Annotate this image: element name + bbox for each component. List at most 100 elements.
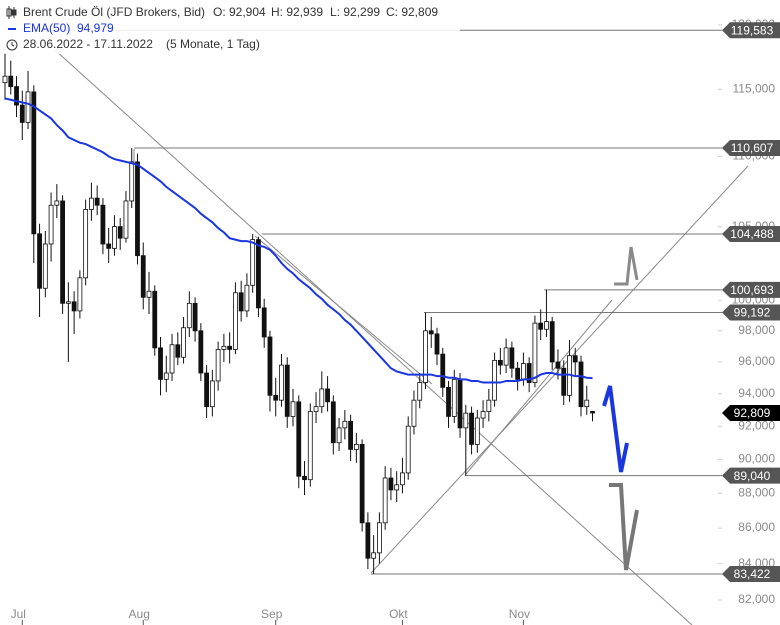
- candle-body: [158, 347, 163, 380]
- candle-body: [14, 86, 19, 106]
- candle-body: [544, 321, 549, 330]
- candle-body: [31, 91, 37, 235]
- date-range: 28.06.2022 - 17.11.2022: [23, 37, 153, 51]
- candle-body: [290, 401, 296, 417]
- candle-body: [169, 344, 175, 374]
- level-box: [722, 281, 780, 298]
- candle-body: [267, 336, 273, 396]
- candle-body: [371, 552, 377, 559]
- arrow-gray: [609, 483, 639, 571]
- level-box: [722, 566, 780, 583]
- ohlc-close: C: 92,809: [386, 5, 438, 19]
- candle-body: [186, 302, 192, 329]
- candle-body: [526, 363, 532, 383]
- level-label: 89,040: [734, 469, 771, 483]
- level-label: 104,488: [730, 227, 774, 241]
- candle-body: [279, 364, 284, 401]
- candle-body: [469, 412, 474, 445]
- candle-body: [256, 239, 261, 309]
- candle-body: [227, 345, 233, 350]
- candle-body: [238, 292, 244, 312]
- legend-ema-value: 94,979: [77, 21, 114, 35]
- last-price-label: 92,809: [734, 406, 771, 420]
- candle-body: [451, 378, 457, 417]
- candle-body: [376, 522, 382, 554]
- candle-body: [572, 355, 578, 363]
- ohlc-low: L: 92,299: [330, 5, 380, 19]
- candle-body: [215, 349, 221, 382]
- candle-body: [492, 359, 498, 401]
- candle-body: [313, 406, 319, 412]
- candle-body: [411, 399, 417, 427]
- y-tick-label: 86,000: [738, 520, 775, 534]
- x-tick-label: Nov: [509, 607, 530, 621]
- candle-body: [388, 477, 394, 491]
- candle-body: [486, 399, 492, 412]
- x-tick-label: Aug: [129, 607, 150, 621]
- candle-body: [549, 321, 555, 363]
- candle-body: [123, 200, 129, 239]
- candle-body: [342, 420, 348, 429]
- y-tick-label: 98,000: [738, 323, 775, 337]
- candle-body: [250, 239, 256, 286]
- candle-body: [561, 367, 567, 396]
- ohlc-open: O: 92,904: [213, 5, 266, 19]
- candle-body: [8, 75, 14, 88]
- candle-body: [330, 401, 336, 444]
- candle-body: [181, 327, 186, 358]
- x-tick-label: Jul: [11, 607, 26, 621]
- candle-body: [198, 330, 204, 374]
- candle-body: [348, 420, 354, 450]
- level-box: [722, 140, 780, 157]
- candle-body: [2, 75, 8, 84]
- y-tick-label: 94,000: [738, 386, 775, 400]
- candle-body: [480, 411, 486, 419]
- candle-body: [175, 344, 181, 358]
- candle-body: [244, 284, 250, 312]
- y-tick-label: 96,000: [738, 354, 775, 368]
- candle-body: [89, 197, 94, 210]
- candle-body: [457, 378, 463, 429]
- header: Brent Crude Öl (JFD Brokers, Bid) O: 92,…: [0, 0, 460, 54]
- candle-body: [284, 364, 290, 417]
- y-tick-label: 90,000: [738, 452, 775, 466]
- candle-body: [497, 359, 503, 366]
- clock-icon: [6, 39, 18, 51]
- x-tick-label: Okt: [389, 607, 408, 621]
- candle-body: [532, 322, 538, 383]
- candle-body: [112, 226, 117, 249]
- candle-body: [382, 477, 388, 524]
- ema-line: [4, 97, 593, 384]
- candle-body: [590, 411, 595, 414]
- candle-body: [209, 380, 215, 408]
- candle-body: [353, 443, 359, 450]
- last-price-box: [722, 405, 780, 422]
- candle-body: [463, 412, 469, 429]
- candle-body: [77, 277, 83, 312]
- candle-body: [221, 345, 227, 350]
- candle-body: [54, 200, 60, 206]
- candle-body: [65, 301, 71, 304]
- candle-body: [273, 394, 279, 401]
- candle-body: [359, 443, 365, 524]
- candle-body: [152, 290, 158, 349]
- candle-body: [302, 475, 307, 481]
- candle-body: [434, 333, 440, 355]
- candle-body: [146, 290, 152, 298]
- candle-body: [440, 353, 446, 388]
- trend-line: [465, 299, 613, 475]
- x-tick-label: Sep: [261, 607, 283, 621]
- candle-body: [446, 386, 451, 417]
- y-tick-label: 82,000: [738, 592, 775, 606]
- legend-ema: EMA(50): [23, 21, 70, 35]
- candle-body: [129, 161, 135, 202]
- candle-body: [42, 243, 48, 289]
- candle-body: [83, 209, 89, 279]
- chart-title: Brent Crude Öl (JFD Brokers, Bid): [23, 5, 205, 19]
- header-bg: [0, 0, 460, 54]
- drawings: [54, 49, 749, 625]
- candle-body: [365, 522, 371, 559]
- level-box: [722, 226, 780, 243]
- candle-body: [71, 301, 77, 312]
